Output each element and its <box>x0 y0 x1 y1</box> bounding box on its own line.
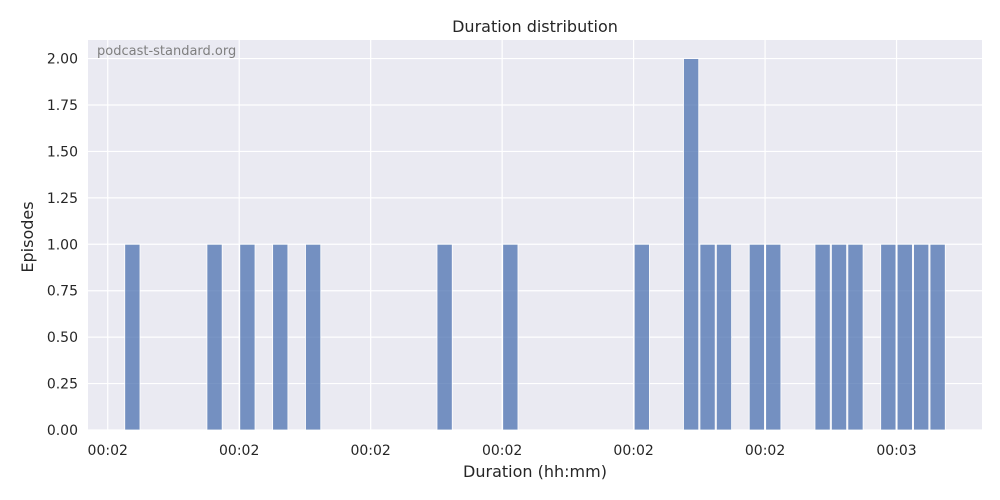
histogram-bar <box>272 243 289 431</box>
histogram-bar <box>436 243 453 431</box>
watermark: podcast-standard.org <box>97 44 236 59</box>
histogram-bar <box>699 243 716 431</box>
y-tick-label: 0.75 <box>47 284 78 300</box>
histogram-bar <box>880 243 897 431</box>
histogram-bar <box>831 243 848 431</box>
histogram-bar <box>715 243 733 431</box>
y-tick-label: 1.75 <box>47 98 78 114</box>
histogram-bar <box>683 58 700 431</box>
x-axis-ticks: 00:02 00:02 00:02 00:02 00:02 00:02 00:03 <box>88 443 917 459</box>
histogram-bar <box>305 243 322 431</box>
y-axis-ticks: 0.00 0.25 0.50 0.75 1.00 1.25 1.50 1.75 2.00 <box>47 52 78 439</box>
histogram-bar <box>929 243 946 431</box>
x-tick-label: 00:02 <box>88 443 128 459</box>
histogram-bar <box>814 243 831 431</box>
bars <box>124 58 946 431</box>
y-tick-label: 1.25 <box>47 191 78 207</box>
histogram-bar <box>502 243 519 431</box>
x-tick-label: 00:03 <box>876 443 916 459</box>
chart-title: Duration distribution <box>452 17 618 36</box>
y-tick-label: 0.00 <box>47 423 78 439</box>
histogram-bar <box>633 243 650 431</box>
histogram-bar <box>913 243 930 431</box>
y-tick-label: 0.50 <box>47 330 78 346</box>
x-tick-label: 00:02 <box>745 443 785 459</box>
histogram-bar <box>896 243 913 431</box>
grid-lines <box>88 40 982 431</box>
histogram-bar <box>206 243 223 431</box>
histogram-bar <box>748 243 765 431</box>
x-tick-label: 00:02 <box>482 443 522 459</box>
histogram-bar <box>239 243 256 431</box>
histogram-bar <box>765 243 782 431</box>
y-axis-title: Episodes <box>18 201 37 272</box>
y-tick-label: 1.00 <box>47 237 78 253</box>
histogram-bar <box>124 243 141 431</box>
y-tick-label: 1.50 <box>47 144 78 160</box>
histogram-bar <box>847 243 864 431</box>
x-tick-label: 00:02 <box>613 443 653 459</box>
x-axis-title: Duration (hh:mm) <box>463 462 607 481</box>
y-tick-label: 0.25 <box>47 377 78 393</box>
x-tick-label: 00:02 <box>219 443 259 459</box>
x-tick-label: 00:02 <box>350 443 390 459</box>
y-tick-label: 2.00 <box>47 52 78 68</box>
